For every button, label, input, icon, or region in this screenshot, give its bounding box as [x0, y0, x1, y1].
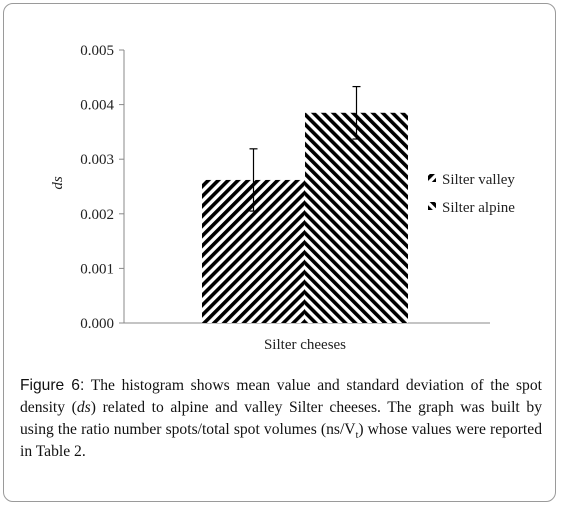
bars-group: [202, 112, 408, 323]
caption-text-3: ) whose values were reported in Table 2.: [20, 421, 542, 460]
figure-caption: Figure 6: The histogram shows mean value…: [20, 375, 542, 463]
y-tick-label: 0.004: [80, 98, 114, 114]
legend-swatch: [428, 202, 436, 210]
y-tick-label: 0.000: [80, 316, 114, 332]
y-tick-label: 0.003: [80, 152, 114, 168]
caption-text-2: ) related to alpine and valley Silter ch…: [20, 399, 542, 438]
bar-chart: 0.000 0.001 0.002 0.003 0.004 0.005 Silter va…: [50, 43, 515, 353]
y-tick-label: 0.002: [80, 207, 114, 223]
bar-silter-alpine: [305, 112, 408, 323]
caption-variable: ds: [76, 399, 91, 416]
y-axis: 0.000 0.001 0.002 0.003 0.004 0.005: [80, 43, 125, 332]
legend: Silter valley Silter alpine: [428, 172, 515, 216]
legend-label: Silter valley: [442, 172, 515, 188]
y-tick-label: 0.001: [80, 261, 114, 277]
legend-label: Silter alpine: [442, 200, 515, 216]
caption-text-1: The histogram shows mean value and stand…: [20, 377, 542, 416]
y-axis-label: ds: [50, 176, 66, 190]
y-tick-label: 0.005: [80, 43, 114, 59]
caption-subscript: t: [355, 430, 359, 442]
error-bars-group: [249, 85, 361, 212]
caption-label: Figure 6:: [20, 377, 85, 394]
x-axis-label: Silter cheeses: [264, 337, 346, 353]
legend-swatch: [428, 174, 436, 182]
